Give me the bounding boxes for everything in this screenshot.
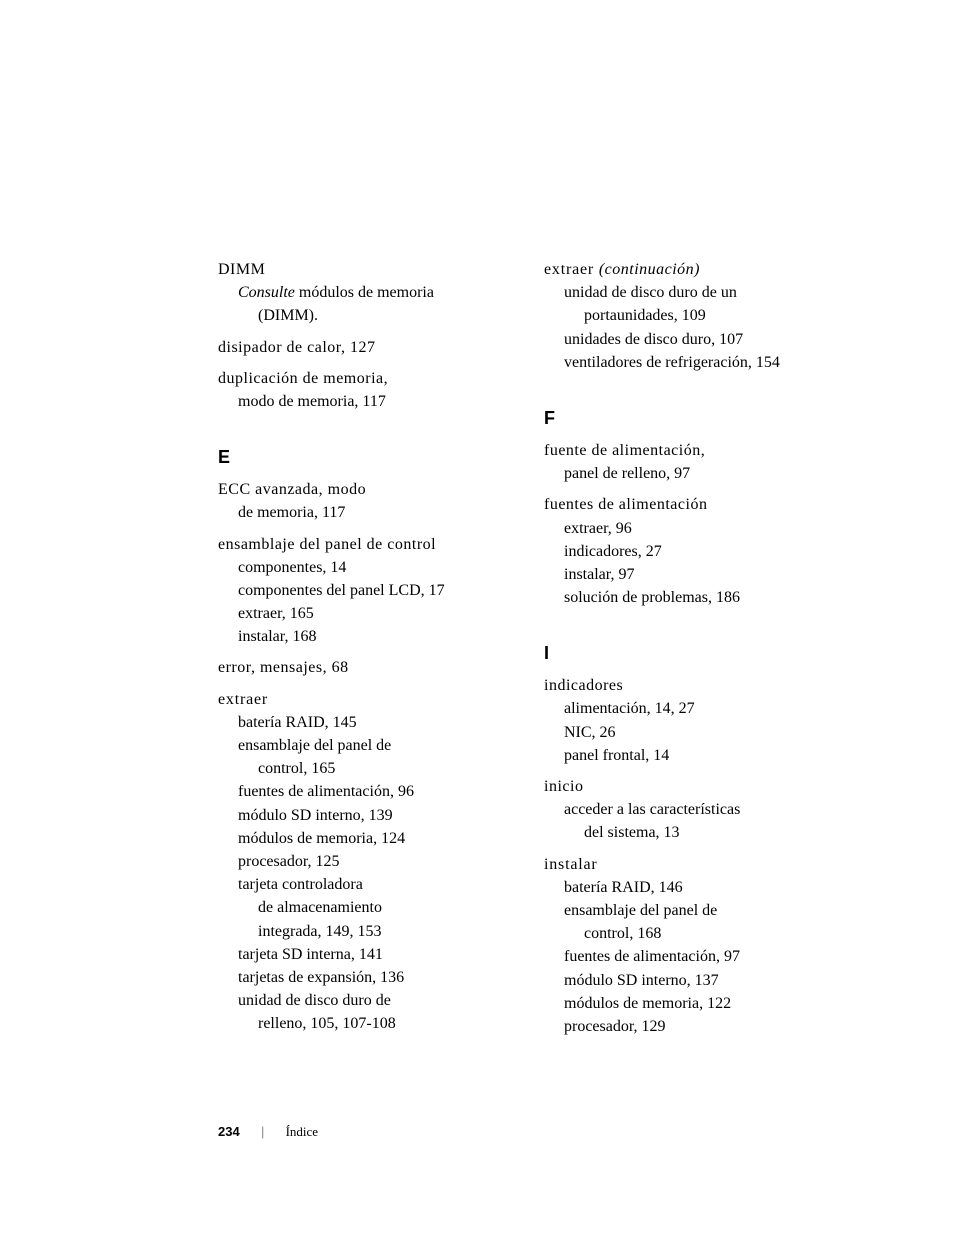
footer-label: Índice [286,1124,318,1139]
section-e: E [218,447,508,468]
extraer-s7b: de almacenamiento [270,896,508,919]
left-column: DIMM Consulte módulos de memoria (DIMM).… [218,258,508,1046]
extraer-s9: tarjetas de expansión, 136 [238,966,508,989]
section-i: I [544,643,834,664]
indicadores-head: indicadores [544,674,834,697]
fuente-l2: panel de relleno, 97 [564,462,834,485]
ensamblaje-s2: componentes del panel LCD, 17 [238,579,508,602]
extraer-s10b: relleno, 105, 107-108 [270,1012,508,1035]
page-footer: 234 | Índice [218,1124,318,1140]
ensamblaje-head: ensamblaje del panel de control [218,533,508,556]
extraer-s2a: ensamblaje del panel de [238,734,508,757]
extraer-head: extraer [218,688,508,711]
entry-duplicacion: duplicación de memoria, modo de memoria,… [218,367,508,413]
ecc-l2: de memoria, 117 [238,501,508,524]
extraer-cont-head: extraer (continuación) [544,258,834,281]
extraer-s3: fuentes de alimentación, 96 [238,780,508,803]
ecc-l1: ECC avanzada, modo [218,478,508,501]
entry-inicio: inicio acceder a las características del… [544,775,834,845]
extraer-s4: módulo SD interno, 139 [238,804,508,827]
entry-ecc: ECC avanzada, modo de memoria, 117 [218,478,508,524]
instalar-head: instalar [544,853,834,876]
dimm-sub2: (DIMM). [270,304,508,327]
entry-fuentes: fuentes de alimentación extraer, 96 indi… [544,493,834,609]
fuente-l1: fuente de alimentación, [544,439,834,462]
extraer-s1: batería RAID, 145 [238,711,508,734]
extraer-s8: tarjeta SD interna, 141 [238,943,508,966]
inicio-s1b: del sistema, 13 [596,821,834,844]
instalar-s1: batería RAID, 146 [564,876,834,899]
duplicacion-l1: duplicación de memoria, [218,367,508,390]
extraer-cont-s3: ventiladores de refrigeración, 154 [564,351,834,374]
disipador-text: disipador de calor, 127 [218,336,508,359]
entry-dimm: DIMM Consulte módulos de memoria (DIMM). [218,258,508,328]
instalar-s5: módulos de memoria, 122 [564,992,834,1015]
fuentes-s3: instalar, 97 [564,563,834,586]
instalar-s2b: control, 168 [596,922,834,945]
entry-extraer: extraer batería RAID, 145 ensamblaje del… [218,688,508,1036]
error-text: error, mensajes, 68 [218,656,508,679]
entry-ensamblaje: ensamblaje del panel de control componen… [218,533,508,649]
fuentes-s2: indicadores, 27 [564,540,834,563]
entry-error: error, mensajes, 68 [218,656,508,679]
extraer-cont-s1a: unidad de disco duro de un [564,281,834,304]
ensamblaje-s1: componentes, 14 [238,556,508,579]
extraer-s5: módulos de memoria, 124 [238,827,508,850]
footer-separator: | [261,1124,264,1139]
section-f: F [544,408,834,429]
extraer-s10a: unidad de disco duro de [238,989,508,1012]
extraer-s2b: control, 165 [270,757,508,780]
index-columns: DIMM Consulte módulos de memoria (DIMM).… [218,258,834,1046]
entry-extraer-cont: extraer (continuación) unidad de disco d… [544,258,834,374]
instalar-s2a: ensamblaje del panel de [564,899,834,922]
index-page: DIMM Consulte módulos de memoria (DIMM).… [0,0,954,1235]
fuentes-s4: solución de problemas, 186 [564,586,834,609]
page-number: 234 [218,1124,240,1139]
ensamblaje-s3: extraer, 165 [238,602,508,625]
instalar-s3: fuentes de alimentación, 97 [564,945,834,968]
entry-fuente-singular: fuente de alimentación, panel de relleno… [544,439,834,485]
instalar-s6: procesador, 129 [564,1015,834,1038]
consulte-italic: Consulte [238,284,295,301]
right-column: extraer (continuación) unidad de disco d… [544,258,834,1046]
extraer-cont-ital: (continuación) [599,261,700,278]
indicadores-s3: panel frontal, 14 [564,744,834,767]
entry-instalar: instalar batería RAID, 146 ensamblaje de… [544,853,834,1039]
ensamblaje-s4: instalar, 168 [238,625,508,648]
extraer-cont-s1b: portaunidades, 109 [596,304,834,327]
extraer-cont-s2: unidades de disco duro, 107 [564,328,834,351]
indicadores-s2: NIC, 26 [564,721,834,744]
dimm-sub1: Consulte módulos de memoria [238,281,508,304]
dimm-head: DIMM [218,258,508,281]
dimm-sub1-rest: módulos de memoria [295,284,434,301]
instalar-s4: módulo SD interno, 137 [564,969,834,992]
extraer-s6: procesador, 125 [238,850,508,873]
entry-indicadores: indicadores alimentación, 14, 27 NIC, 26… [544,674,834,767]
duplicacion-l2: modo de memoria, 117 [238,390,508,413]
extraer-s7a: tarjeta controladora [238,873,508,896]
fuentes-head: fuentes de alimentación [544,493,834,516]
inicio-s1a: acceder a las características [564,798,834,821]
extraer-cont-pre: extraer [544,261,599,278]
fuentes-s1: extraer, 96 [564,517,834,540]
inicio-head: inicio [544,775,834,798]
extraer-s7c: integrada, 149, 153 [270,920,508,943]
entry-disipador: disipador de calor, 127 [218,336,508,359]
indicadores-s1: alimentación, 14, 27 [564,697,834,720]
